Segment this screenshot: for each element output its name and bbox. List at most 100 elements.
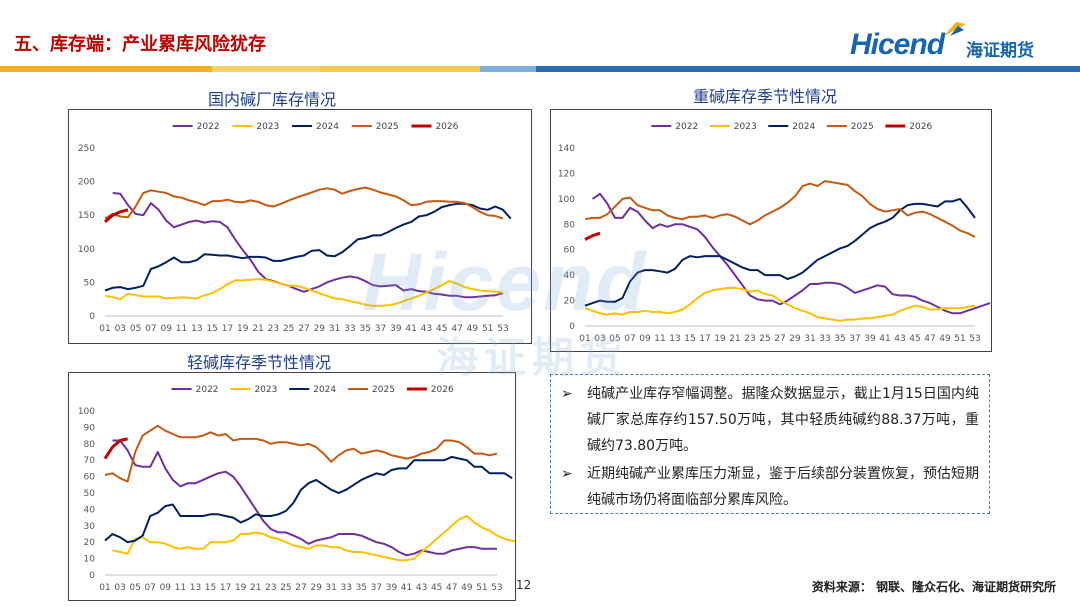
x-tick-label: 43 [421, 324, 432, 334]
x-tick-label: 53 [491, 583, 502, 593]
legend-label: 2022 [196, 385, 219, 395]
x-tick-label: 29 [314, 324, 326, 334]
series-line-2024 [584, 197, 976, 307]
x-tick-label: 11 [654, 334, 665, 344]
header-band-segment [212, 66, 320, 72]
x-tick-label: 49 [939, 334, 951, 344]
x-tick-label: 47 [924, 334, 935, 344]
logo-text: Hicend [850, 28, 945, 61]
x-tick-label: 51 [476, 583, 487, 593]
y-tick-label: 20 [564, 297, 576, 307]
chart-title-light: 轻碱库存季节性情况 [187, 353, 332, 372]
y-tick-label: 10 [84, 555, 96, 565]
legend-label: 2025 [372, 385, 395, 395]
x-tick-label: 17 [220, 583, 231, 593]
x-tick-label: 13 [190, 583, 201, 593]
series-line-2025 [104, 424, 498, 483]
y-tick-label: 150 [78, 211, 95, 221]
legend-label: 2026 [435, 122, 458, 132]
x-tick-label: 19 [237, 324, 249, 334]
page-title: 五、库存端：产业累库风险犹存 [14, 34, 266, 55]
x-tick-label: 09 [161, 324, 173, 334]
x-tick-label: 35 [360, 324, 371, 334]
x-tick-label: 39 [864, 334, 876, 344]
x-tick-label: 27 [295, 583, 306, 593]
x-tick-label: 47 [451, 324, 462, 334]
x-tick-label: 21 [250, 583, 261, 593]
x-tick-label: 49 [467, 324, 479, 334]
chart-svg: 0 10 20 30 40 50 60 70 80 90 100 01 03 05 07 09 11 13 15 17… [78, 385, 515, 593]
x-tick-label: 13 [669, 334, 680, 344]
x-tick-label: 27 [774, 334, 785, 344]
x-tick-label: 27 [298, 324, 309, 334]
series-line-2022 [112, 439, 497, 557]
legend-label: 2022 [675, 122, 698, 132]
x-tick-label: 37 [375, 324, 386, 334]
x-tick-label: 37 [849, 334, 860, 344]
x-tick-label: 43 [416, 583, 427, 593]
chart-svg: 0 20 40 60 80 100 120 140 01 03 05 07 09 11 13 15 17 19 21… [558, 122, 991, 344]
chart-svg: 0 50 100 150 200 250 01 03 05 07 09 11 13 15 17 19 21 23 2… [78, 122, 512, 334]
y-tick-label: 40 [84, 505, 96, 515]
series-line-2023 [112, 515, 515, 562]
chart-domestic-inventory: 0 50 100 150 200 250 01 03 05 07 09 11 13 15 17 19 21 23 2… [68, 109, 532, 344]
x-tick-label: 41 [405, 324, 416, 334]
x-tick-label: 35 [356, 583, 367, 593]
x-tick-label: 15 [684, 334, 695, 344]
analysis-notes: ➢ 纯碱产业库存窄幅调整。据隆众数据显示，截止1月15日国内纯碱厂家总库存约15… [550, 374, 990, 514]
data-source: 资料来源： 钢联、隆众石化、海证期货研究所 [811, 580, 1056, 594]
chart-heavy-inventory: 0 20 40 60 80 100 120 140 01 03 05 07 09 11 13 15 17 19 21… [550, 109, 992, 352]
x-tick-label: 29 [310, 583, 322, 593]
x-tick-label: 53 [497, 324, 508, 334]
y-tick-label: 100 [558, 195, 575, 205]
x-tick-label: 49 [461, 583, 473, 593]
x-tick-label: 13 [191, 324, 202, 334]
note-text: 近期纯碱产业累库压力渐显，鉴于后续部分装置恢复，预估短期纯碱市场仍将面临部分累库… [587, 466, 979, 508]
x-tick-label: 23 [265, 583, 276, 593]
page-number: 12 [516, 578, 532, 592]
x-tick-label: 01 [579, 334, 590, 344]
x-tick-label: 31 [804, 334, 815, 344]
x-tick-label: 37 [371, 583, 382, 593]
chart-light-inventory: 0 10 20 30 40 50 60 70 80 90 100 01 03 05 07 09 11 13 15 17… [68, 372, 516, 601]
y-tick-label: 80 [564, 220, 576, 230]
x-tick-label: 25 [280, 583, 291, 593]
logo-sail-icon [944, 22, 966, 36]
chart-title-domestic: 国内碱厂库存情况 [208, 90, 337, 109]
x-tick-label: 45 [431, 583, 442, 593]
note-item: ➢ 近期纯碱产业累库压力渐显，鉴于后续部分装置恢复，预估短期纯碱市场仍将面临部分… [561, 461, 979, 513]
y-tick-label: 140 [558, 144, 575, 154]
y-tick-label: 60 [564, 246, 576, 256]
legend-label: 2024 [316, 122, 339, 132]
x-tick-label: 11 [175, 583, 186, 593]
y-tick-label: 0 [89, 312, 95, 322]
y-tick-label: 30 [84, 522, 96, 532]
x-tick-label: 25 [759, 334, 770, 344]
logo-cn: 海证期货 [966, 41, 1034, 61]
series-line-2022 [112, 192, 504, 299]
series-line-2024 [104, 202, 512, 292]
y-tick-label: 70 [84, 456, 96, 466]
y-tick-label: 100 [78, 245, 95, 255]
x-tick-label: 09 [639, 334, 651, 344]
y-tick-label: 40 [564, 271, 576, 281]
x-tick-label: 33 [344, 324, 355, 334]
arrow-bullet-icon: ➢ [561, 386, 573, 402]
series-line-2023 [584, 286, 976, 322]
y-tick-label: 60 [84, 473, 96, 483]
y-tick-label: 200 [78, 178, 95, 188]
x-tick-label: 17 [222, 324, 233, 334]
x-tick-label: 39 [386, 583, 398, 593]
x-tick-label: 35 [834, 334, 845, 344]
arrow-bullet-icon: ➢ [561, 466, 573, 482]
legend-label: 2023 [254, 385, 277, 395]
x-tick-label: 03 [115, 324, 126, 334]
y-tick-label: 20 [84, 538, 96, 548]
x-tick-label: 11 [176, 324, 187, 334]
x-tick-label: 41 [401, 583, 412, 593]
x-tick-label: 17 [699, 334, 710, 344]
x-tick-label: 53 [969, 334, 980, 344]
x-tick-label: 45 [909, 334, 920, 344]
x-tick-label: 23 [268, 324, 279, 334]
x-tick-label: 07 [624, 334, 635, 344]
